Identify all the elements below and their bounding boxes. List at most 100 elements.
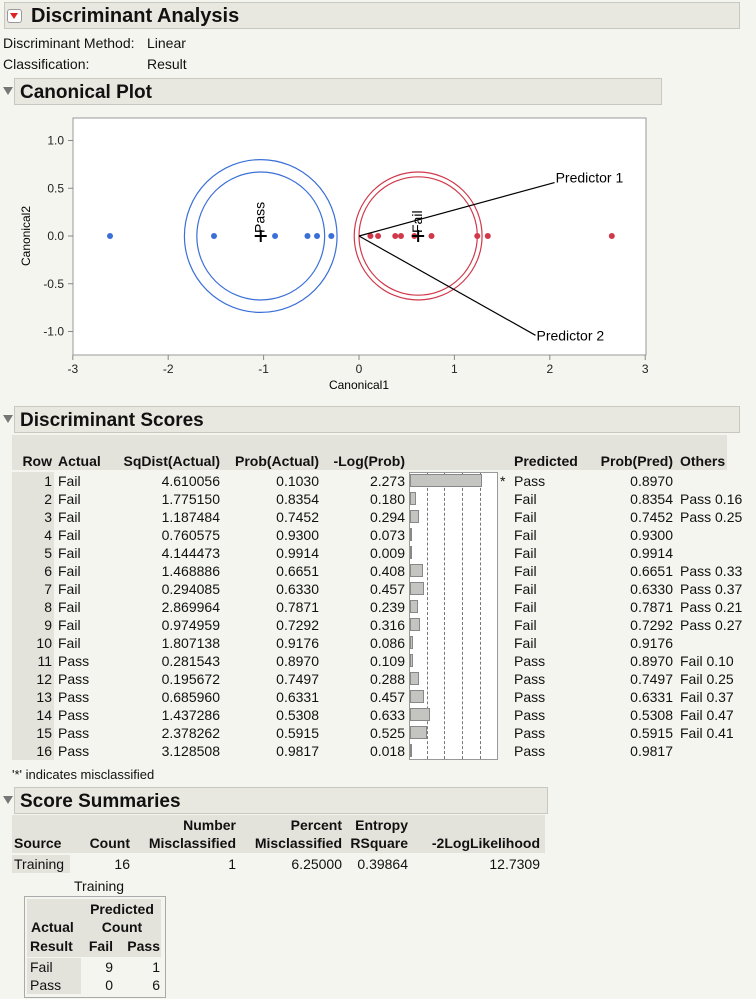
red-triangle-menu-icon[interactable]	[7, 9, 22, 23]
column-header[interactable]: Prob(Pred)	[600, 453, 673, 469]
score-summaries-header[interactable]: Score Summaries	[14, 787, 548, 814]
fail-point[interactable]	[474, 233, 481, 239]
classification-value: Result	[147, 56, 187, 72]
cell-ppred: 0.6330	[630, 581, 673, 597]
cell-ppred: 0.5308	[630, 707, 673, 723]
column-header[interactable]: Others	[680, 453, 726, 469]
cell-prob: 0.7871	[276, 599, 319, 615]
discriminant-analysis-header[interactable]: Discriminant Analysis	[4, 2, 740, 29]
column-header[interactable]: Prob(Actual)	[235, 453, 319, 469]
cell-pred: Pass	[514, 725, 546, 741]
cell-sqdist: 1.437286	[161, 707, 220, 723]
cell-row: 9	[44, 617, 52, 633]
pass-point[interactable]	[210, 233, 217, 239]
discriminant-scores-header[interactable]: Discriminant Scores	[14, 406, 740, 433]
summary-column-header: -2LogLikelihood	[431, 835, 540, 851]
cell-ppred: 0.9176	[630, 635, 673, 651]
cell-others: Fail 0.47	[680, 707, 734, 723]
fail-point[interactable]	[367, 233, 374, 239]
disclosure-triangle-icon[interactable]	[3, 415, 13, 423]
cell-row: 15	[36, 725, 52, 741]
cell-ppred: 0.9817	[630, 743, 673, 759]
cell-logp: 0.294	[369, 509, 405, 525]
logprob-bar	[410, 528, 413, 541]
cell-logp: 0.457	[369, 581, 405, 597]
pass-point[interactable]	[272, 233, 279, 239]
x-tick-label: -3	[67, 362, 78, 376]
cell-others: Fail 0.10	[680, 653, 734, 669]
column-header[interactable]: Actual	[58, 453, 101, 469]
summary-column-header: Number	[183, 817, 236, 833]
predicted-class-header: Pass	[127, 938, 160, 954]
cell-flag	[500, 742, 512, 760]
cell-others	[680, 742, 750, 760]
column-header[interactable]: Predicted	[514, 453, 578, 469]
pass-point[interactable]	[304, 233, 311, 239]
summary-column-header: Percent	[290, 817, 342, 833]
cell-flag	[500, 670, 512, 688]
column-header[interactable]: Row	[22, 453, 52, 469]
cell-logp: 0.018	[369, 743, 405, 759]
cell-actual: Fail	[58, 563, 81, 579]
fail-point[interactable]	[375, 233, 382, 239]
cell-pred: Fail	[514, 491, 537, 507]
cell-sqdist: 1.807138	[161, 635, 220, 651]
cell-flag	[500, 526, 512, 544]
cell-prob: 0.8354	[276, 491, 319, 507]
summary-cell: 16	[114, 856, 130, 872]
summary-cell: 0.39864	[357, 856, 408, 872]
cell-prob: 0.1030	[276, 473, 319, 489]
method-value: Linear	[147, 35, 186, 51]
cell-others	[680, 526, 750, 544]
logprob-bar	[410, 546, 412, 559]
disclosure-triangle-icon[interactable]	[3, 796, 13, 804]
canonical-plot[interactable]: -3 -2 -1 0 1 2 3 1.0 0.5 0.0 -0.5 -1.0 Canonical1 Can…	[0, 106, 660, 396]
pass-point[interactable]	[314, 233, 321, 239]
canonical-plot-header[interactable]: Canonical Plot	[14, 78, 662, 105]
confusion-count: 0	[105, 977, 113, 993]
fail-point[interactable]	[392, 233, 399, 239]
fail-point[interactable]	[484, 233, 491, 239]
actual-class-label: Pass	[30, 977, 62, 993]
summary-header-band	[12, 815, 545, 853]
cell-flag	[500, 598, 512, 616]
cell-sqdist: 4.610056	[161, 473, 220, 489]
cell-row: 5	[44, 545, 52, 561]
cell-actual: Pass	[58, 653, 90, 669]
cell-pred: Fail	[514, 581, 537, 597]
summary-column-header: Count	[89, 835, 130, 851]
cell-actual: Fail	[58, 491, 81, 507]
cell-ppred: 0.8970	[630, 653, 673, 669]
predicted-class-header: Fail	[88, 938, 113, 954]
cell-others: Fail 0.41	[680, 725, 734, 741]
fail-point[interactable]	[397, 233, 404, 239]
summary-column-header	[412, 816, 540, 834]
cell-prob: 0.8970	[276, 653, 319, 669]
fail-point[interactable]	[608, 233, 615, 239]
pass-centroid-marker	[254, 230, 267, 242]
cell-ppred: 0.7452	[630, 509, 673, 525]
summary-column-header: Entropy	[355, 817, 408, 833]
cell-row: 4	[44, 527, 52, 543]
cell-sqdist: 1.468886	[161, 563, 220, 579]
x-tick-label: -1	[258, 362, 269, 376]
cell-pred: Fail	[514, 545, 537, 561]
column-header[interactable]: SqDist(Actual)	[123, 453, 220, 469]
logprob-bar	[410, 582, 425, 595]
cell-logp: 0.239	[369, 599, 405, 615]
column-header[interactable]: -Log(Prob)	[333, 453, 405, 469]
classification-label: Classification:	[3, 56, 90, 72]
summary-cell: Training	[14, 856, 65, 872]
fail-point[interactable]	[428, 233, 435, 239]
cell-ppred: 0.7871	[630, 599, 673, 615]
disclosure-triangle-icon[interactable]	[3, 87, 13, 95]
confusion-caption: Training	[74, 878, 125, 894]
predictor-ray	[358, 235, 536, 336]
cell-flag	[500, 616, 512, 634]
cell-pred: Pass	[514, 707, 546, 723]
cell-others: Pass 0.25	[680, 509, 743, 525]
cell-ppred: 0.9914	[630, 545, 673, 561]
pass-point[interactable]	[107, 233, 114, 239]
pass-point[interactable]	[328, 233, 335, 239]
cell-prob: 0.7497	[276, 671, 319, 687]
